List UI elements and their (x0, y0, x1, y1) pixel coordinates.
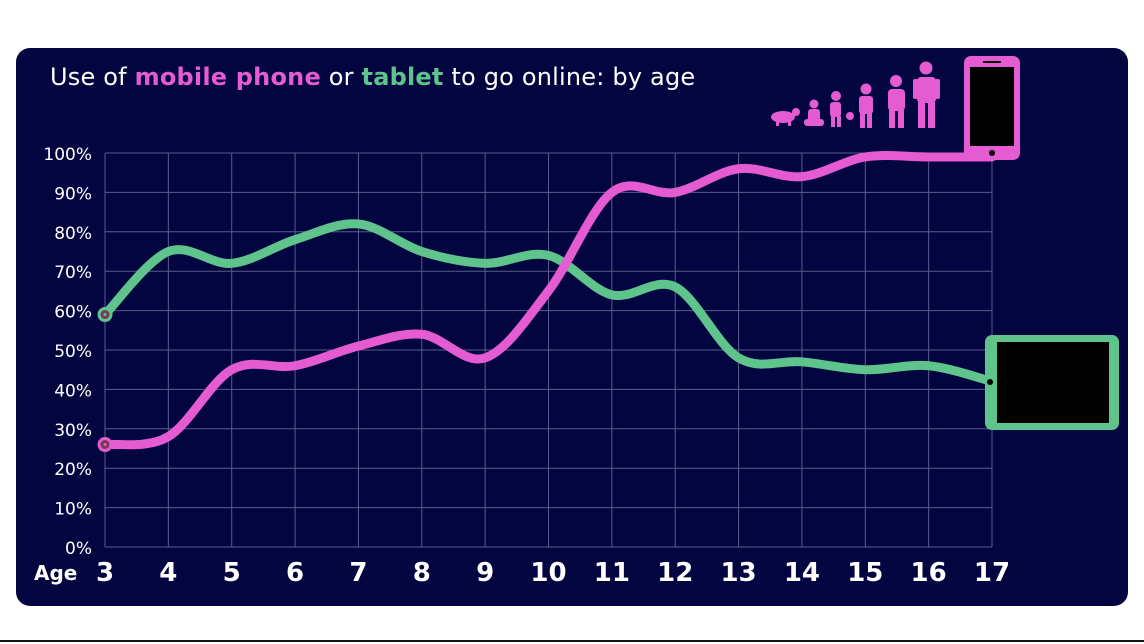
x-tick-label: 5 (223, 558, 241, 588)
y-tick-label: 20% (54, 460, 92, 480)
title-middle: or (320, 63, 362, 91)
title-prefix: Use of (50, 63, 135, 91)
tablet-point-4 (166, 250, 170, 253)
tablet-point-6 (293, 238, 297, 242)
x-tick-label: 16 (911, 558, 947, 588)
x-axis-title: Age (34, 561, 77, 585)
mobile-point-5 (230, 368, 234, 372)
mobile-point-10 (547, 289, 550, 293)
x-tick-label: 13 (720, 558, 756, 588)
mobile-point-16 (927, 155, 931, 159)
tablet-point-13 (737, 356, 741, 360)
y-axis-labels: 0% 10% 20% 30% 40% 50% 60% 70% 80% 90% 100% (43, 145, 92, 559)
y-tick-label: 100% (43, 145, 92, 165)
x-tick-label: 6 (286, 558, 304, 588)
x-tick-label: 8 (413, 558, 431, 588)
chart-title: Use of mobile phone or tablet to go onli… (50, 63, 695, 91)
tablet-point-14 (800, 360, 804, 364)
x-tick-label: 7 (349, 558, 367, 588)
mobile-point-13 (737, 167, 741, 171)
y-tick-label: 90% (54, 184, 92, 204)
y-tick-label: 0% (65, 539, 92, 559)
mobile-point-9 (483, 356, 487, 360)
x-tick-label: 12 (657, 558, 693, 588)
mobile-point-4 (166, 435, 170, 439)
title-suffix: to go online: by age (443, 63, 696, 91)
y-tick-label: 60% (54, 303, 92, 323)
mobile-phone-icon (964, 56, 1020, 160)
series-lines (97, 150, 997, 453)
mobile-point-14 (800, 175, 804, 179)
tablet-point-9 (483, 261, 487, 265)
mobile-point-15 (863, 155, 867, 159)
tablet-point-10 (547, 253, 550, 257)
x-tick-label: 9 (476, 558, 494, 588)
tablet-point-16 (927, 364, 931, 368)
grid (104, 152, 993, 548)
tablet-point-7 (356, 222, 360, 226)
tablet-point-11 (610, 293, 614, 297)
tablet-icon (985, 335, 1119, 430)
mobile-point-3 (103, 443, 107, 447)
tablet-point-8 (420, 250, 424, 253)
mobile-point-6 (293, 364, 297, 368)
y-tick-label: 10% (54, 500, 92, 520)
mobile-point-11 (610, 190, 614, 194)
mobile-point-8 (420, 332, 424, 336)
x-tick-label: 14 (784, 558, 820, 588)
y-tick-label: 30% (54, 421, 92, 441)
mobile-point-7 (356, 344, 360, 348)
title-mobile-highlight: mobile phone (134, 63, 321, 91)
bottom-rule (0, 640, 1144, 642)
x-tick-label: 3 (96, 558, 114, 588)
x-tick-label: 10 (530, 558, 566, 588)
y-tick-label: 80% (54, 224, 92, 244)
y-tick-label: 70% (54, 263, 92, 283)
tablet-point-15 (863, 368, 867, 372)
mobile-point-12 (673, 190, 677, 194)
y-tick-label: 40% (54, 381, 92, 401)
y-tick-label: 50% (54, 342, 92, 362)
chart-card (16, 48, 1128, 606)
x-tick-label: 17 (974, 558, 1010, 588)
title-tablet-highlight: tablet (361, 63, 444, 91)
x-axis-labels: 3 4 5 6 7 8 9 10 11 12 13 14 15 16 17 (96, 558, 1010, 588)
x-tick-label: 4 (159, 558, 177, 588)
tablet-point-3 (103, 313, 107, 317)
x-tick-label: 15 (847, 558, 883, 588)
growth-silhouettes-icon (771, 61, 940, 128)
tablet-point-5 (230, 261, 234, 265)
tablet-point-12 (673, 285, 677, 289)
x-tick-label: 11 (594, 558, 630, 588)
